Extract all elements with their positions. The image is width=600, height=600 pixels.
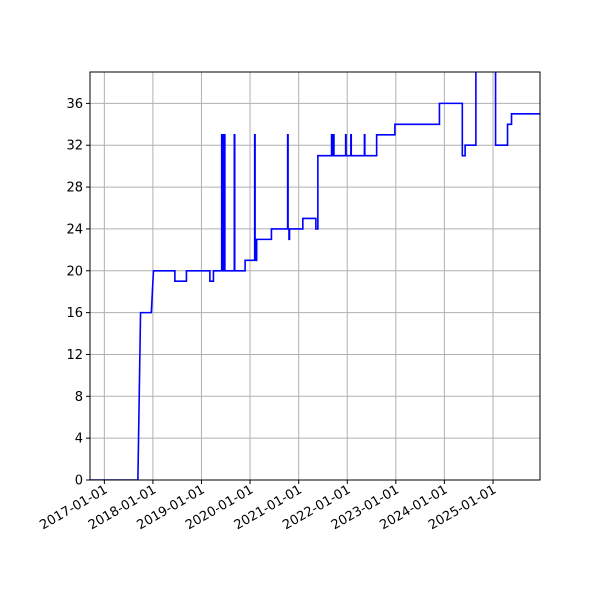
y-tick-label: 8	[75, 390, 83, 405]
y-tick-label: 32	[66, 139, 83, 154]
y-tick-label: 4	[75, 432, 83, 447]
y-tick-label: 12	[66, 348, 83, 363]
series-line	[90, 72, 540, 480]
y-tick-label: 36	[66, 97, 83, 112]
series-layer	[90, 72, 540, 480]
y-tick-label: 28	[66, 181, 83, 196]
x-axis: 2017-01-012018-01-012019-01-012020-01-01…	[37, 480, 499, 533]
grid	[90, 72, 540, 481]
y-tick-label: 0	[75, 474, 83, 489]
y-tick-label: 16	[66, 306, 83, 321]
y-tick-label: 24	[66, 222, 83, 237]
axes-frame	[89, 71, 541, 481]
y-axis: 0 4 8 12 16 20 24 28 32 36	[66, 97, 90, 489]
y-tick-label: 20	[66, 264, 83, 279]
